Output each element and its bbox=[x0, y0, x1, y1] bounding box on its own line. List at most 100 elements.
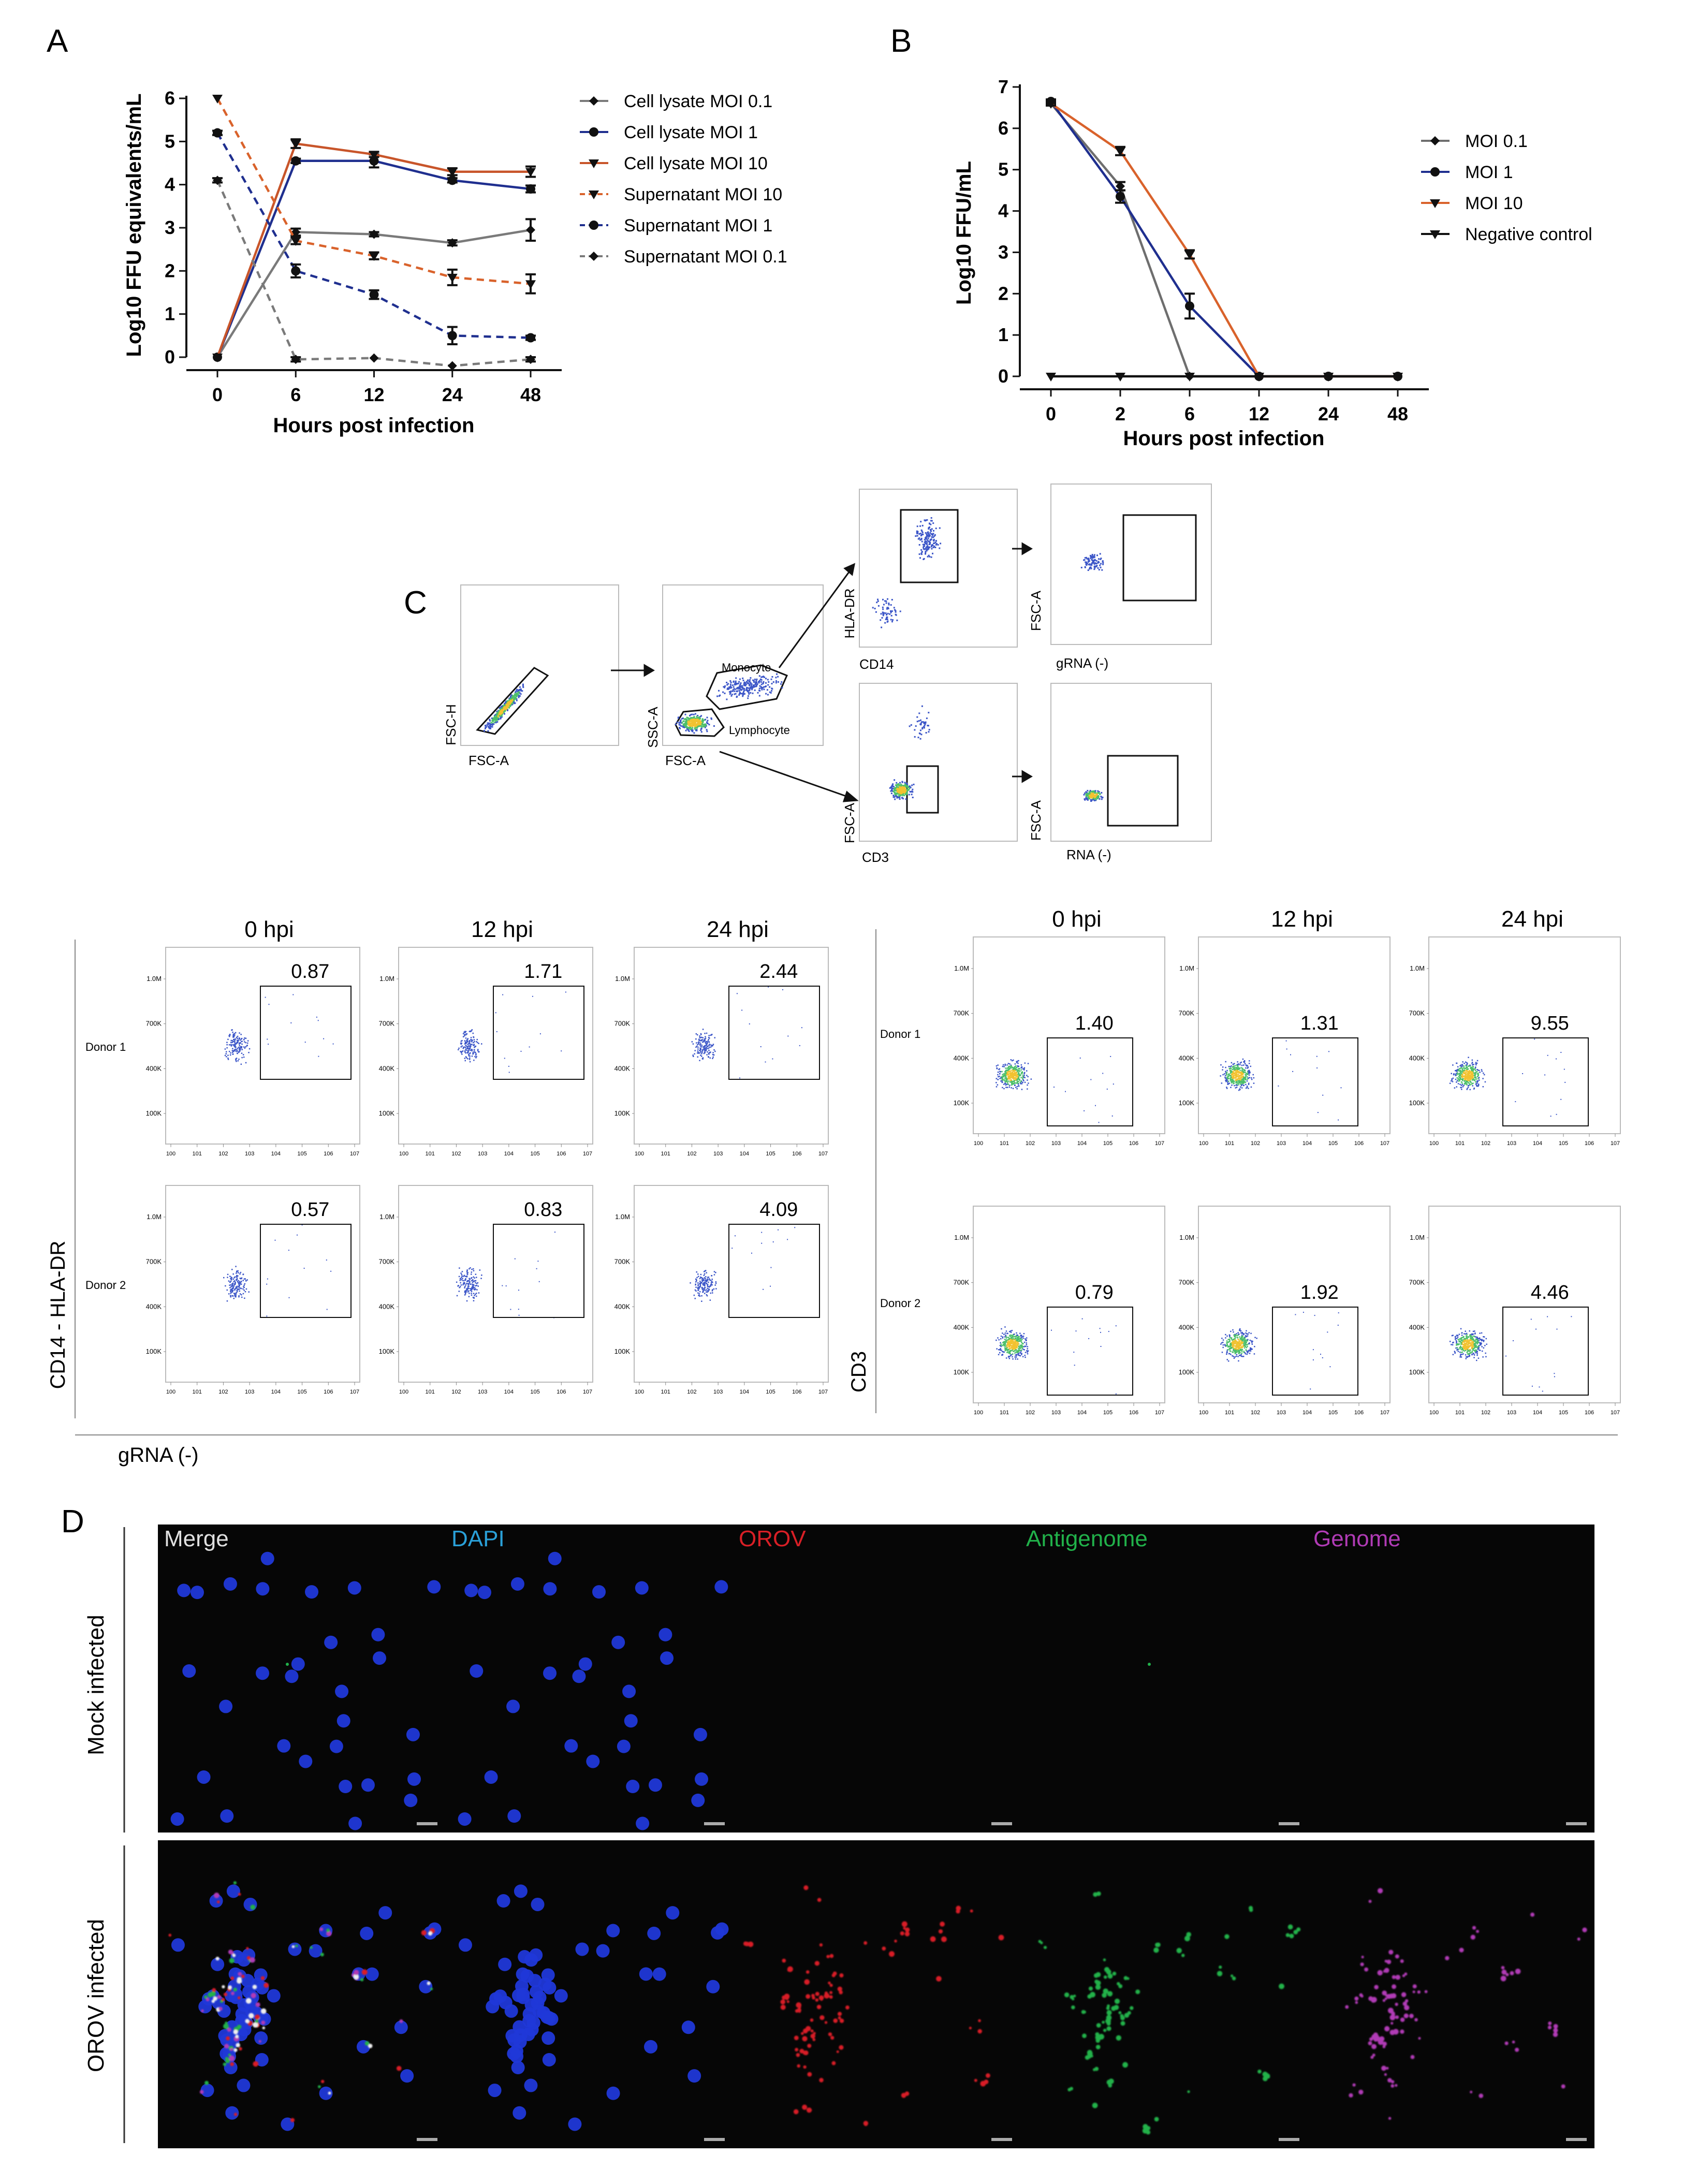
flow-event bbox=[332, 1043, 334, 1045]
flow-event bbox=[1006, 1069, 1008, 1072]
legend-label: Cell lysate MOI 10 bbox=[624, 154, 768, 173]
flow-event bbox=[1461, 1066, 1462, 1067]
flow-event bbox=[706, 1294, 708, 1296]
flow-event bbox=[233, 1045, 235, 1047]
flow-event bbox=[1000, 1345, 1002, 1347]
flow-event bbox=[705, 1282, 706, 1283]
flow-event bbox=[476, 1285, 478, 1286]
flow-event bbox=[470, 1049, 472, 1051]
scatter-point bbox=[743, 691, 745, 693]
flow-event bbox=[1017, 1065, 1018, 1067]
flow-event bbox=[1457, 1069, 1459, 1072]
flow-event bbox=[1012, 1337, 1013, 1338]
flow-event bbox=[1471, 1068, 1473, 1070]
scatter-point bbox=[753, 686, 755, 688]
flow-event bbox=[1231, 1065, 1232, 1067]
flow-event bbox=[1000, 1071, 1002, 1073]
flow-event bbox=[1243, 1080, 1245, 1082]
scatter-point bbox=[899, 790, 901, 792]
flow-event bbox=[1246, 1087, 1248, 1088]
flow-event bbox=[1004, 1079, 1005, 1081]
scatter-point bbox=[926, 548, 928, 550]
scatter-point bbox=[760, 679, 763, 681]
flow-event bbox=[1247, 1065, 1248, 1066]
scatter-point bbox=[1089, 792, 1091, 794]
scatter-point bbox=[508, 699, 510, 701]
data-point bbox=[1184, 373, 1195, 382]
flow-event bbox=[240, 1287, 241, 1289]
flow-event bbox=[765, 1061, 766, 1063]
scatter-point bbox=[885, 618, 887, 620]
flow-event bbox=[1004, 1350, 1006, 1352]
scatter-point bbox=[698, 725, 700, 727]
flow-event bbox=[1020, 1335, 1022, 1336]
flow-event bbox=[1459, 1070, 1461, 1072]
series bbox=[212, 128, 536, 345]
flow-event bbox=[1244, 1069, 1246, 1071]
flow-event bbox=[1224, 1077, 1226, 1079]
scatter-point bbox=[690, 720, 692, 722]
flow-event bbox=[708, 1056, 709, 1058]
scatter-point bbox=[1102, 563, 1104, 565]
flow-plot-frame bbox=[165, 947, 360, 1145]
flow-event bbox=[520, 1050, 522, 1052]
scatter-point bbox=[898, 793, 900, 795]
flow-event bbox=[699, 1284, 701, 1286]
flow-event bbox=[1476, 1082, 1477, 1084]
scatter-point bbox=[758, 695, 760, 697]
flow-event bbox=[462, 1280, 464, 1282]
flow-event bbox=[1449, 1082, 1451, 1084]
flow-right-ylabel: CD3 bbox=[847, 1351, 870, 1393]
flow-event bbox=[1238, 1077, 1240, 1079]
flow-event bbox=[1007, 1071, 1008, 1073]
flow-event bbox=[1236, 1087, 1238, 1088]
flow-event bbox=[1253, 1077, 1255, 1079]
flow-event bbox=[1004, 1332, 1006, 1334]
scatter-point bbox=[752, 692, 754, 694]
flow-event bbox=[1011, 1080, 1012, 1082]
scatter-point bbox=[511, 701, 513, 703]
flow-event bbox=[508, 1065, 509, 1067]
flow-event bbox=[1466, 1067, 1468, 1069]
scatter-point bbox=[926, 534, 928, 536]
flow-event bbox=[472, 1285, 473, 1287]
flow-event bbox=[231, 1287, 233, 1289]
scatter-point bbox=[920, 723, 922, 725]
flow-event bbox=[1458, 1080, 1459, 1082]
flow-event bbox=[301, 1224, 303, 1226]
flow-event bbox=[1459, 1083, 1461, 1085]
flow-event bbox=[1237, 1066, 1239, 1067]
scatter-point bbox=[925, 540, 927, 542]
flow-y-tick: 1.0M bbox=[379, 1213, 394, 1221]
flow-event bbox=[1564, 1081, 1566, 1083]
flow-event bbox=[1248, 1077, 1249, 1079]
flow-event bbox=[704, 1052, 706, 1053]
flow-event bbox=[1021, 1353, 1022, 1354]
flow-event bbox=[1232, 1075, 1234, 1076]
flow-event bbox=[1011, 1079, 1012, 1081]
flow-event bbox=[233, 1050, 235, 1052]
flow-event bbox=[1235, 1073, 1237, 1075]
flow-event bbox=[707, 1283, 709, 1285]
scatter-point bbox=[696, 720, 698, 722]
flow-event bbox=[1023, 1069, 1025, 1071]
flow-event bbox=[1474, 1068, 1476, 1070]
flow-event bbox=[1240, 1061, 1242, 1063]
flow-event bbox=[475, 1273, 477, 1275]
flow-event bbox=[1003, 1333, 1005, 1335]
flow-event bbox=[694, 1053, 695, 1055]
flow-event bbox=[1004, 1074, 1006, 1076]
flow-event bbox=[1461, 1074, 1462, 1076]
flow-event bbox=[1010, 1330, 1012, 1332]
flow-event bbox=[1465, 1078, 1467, 1080]
flow-event bbox=[1017, 1066, 1019, 1067]
scatter-point bbox=[921, 540, 923, 543]
scatter-point bbox=[920, 538, 923, 540]
flow-event bbox=[1003, 1074, 1005, 1076]
flow-event bbox=[708, 1277, 710, 1278]
flow-event bbox=[1235, 1087, 1236, 1089]
scatter-point bbox=[920, 721, 923, 723]
flow-event bbox=[1011, 1084, 1013, 1086]
flow-event bbox=[246, 1279, 248, 1281]
flow-event bbox=[1019, 1355, 1020, 1356]
